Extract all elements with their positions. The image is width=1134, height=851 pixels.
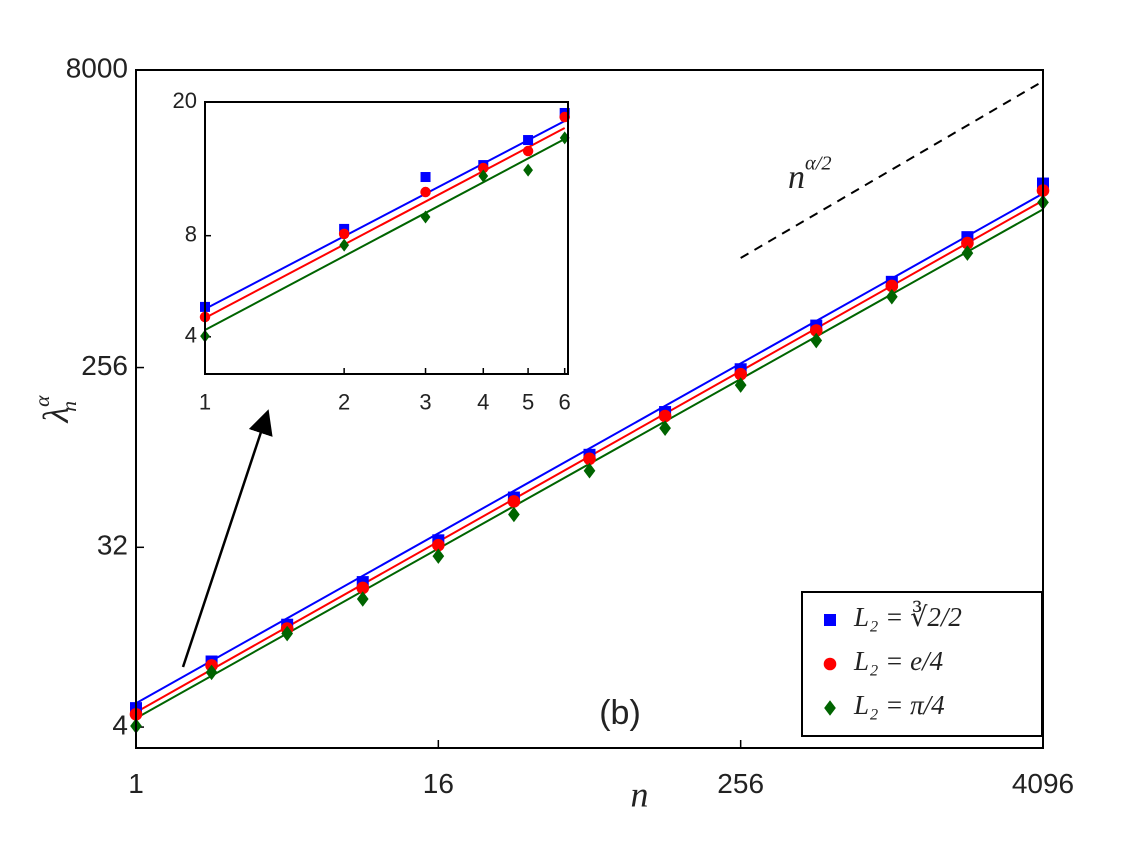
y-tick-label: 4 [185,323,197,348]
y-tick-label: 4 [112,709,128,740]
x-tick-label: 1 [199,390,211,415]
x-tick-label: 4096 [1012,768,1074,799]
point [961,245,974,261]
annotation: (b) [599,694,641,732]
point [809,324,823,337]
point [734,377,747,393]
y-axis-label-base: λ [36,407,76,424]
point [583,452,596,466]
fit-line [204,138,566,331]
x-tick-label: 3 [419,390,431,415]
point [478,162,489,174]
y-tick-label: 8000 [66,52,128,83]
x-tick-label: 6 [559,390,571,415]
plot-frame [135,69,1044,749]
point [338,228,350,240]
legend-label: L₂ = e/4 [853,646,943,676]
x-tick-label: 256 [717,768,764,799]
legend-marker [823,657,837,671]
point [885,279,899,293]
point [356,581,370,595]
point [420,172,431,183]
point [432,538,445,552]
legend-label: L₂ = π/4 [853,690,945,720]
y-tick-label: 256 [81,350,128,381]
point [734,367,747,381]
point [523,135,534,146]
point [523,163,533,177]
point [522,145,534,157]
y-tick-label: 32 [97,530,128,561]
point [281,625,294,642]
point [583,462,596,479]
point [507,495,521,508]
point [810,332,823,349]
point [339,238,350,252]
reference-label-sup: α/2 [805,152,832,174]
y-tick-label: 20 [173,88,197,113]
legend-marker [824,700,836,716]
legend-box [801,591,1043,737]
point [961,236,974,250]
point [659,420,671,436]
point [885,288,898,305]
y-axis-label-sub: n [57,401,81,412]
point [420,210,431,224]
inset-arrow [181,409,273,668]
plot-area [205,102,568,374]
x-tick-label: 1 [128,768,144,799]
point [205,664,218,681]
point [658,409,672,423]
x-tick-label: 16 [423,768,454,799]
point [508,506,520,523]
fit-line [204,120,566,310]
reference-label: nα/2 [788,152,832,195]
x-tick-label: 4 [477,390,489,415]
legend-marker [824,614,836,626]
x-tick-label: 2 [338,390,350,415]
point [478,169,489,183]
legend-label: L₂ = ∛2/2 [853,600,962,632]
reference-line [740,80,1044,259]
plot-frame [204,101,569,375]
reference-label-base: n [788,159,805,196]
fit-line [204,127,566,319]
x-axis-label: n [631,774,649,814]
y-axis-label: λα n [30,395,81,424]
y-axis-label-sup: α [30,395,54,407]
point [432,548,445,564]
point [356,591,369,607]
x-tick-label: 5 [522,390,534,415]
y-tick-label: 8 [185,221,197,246]
point [420,186,431,198]
